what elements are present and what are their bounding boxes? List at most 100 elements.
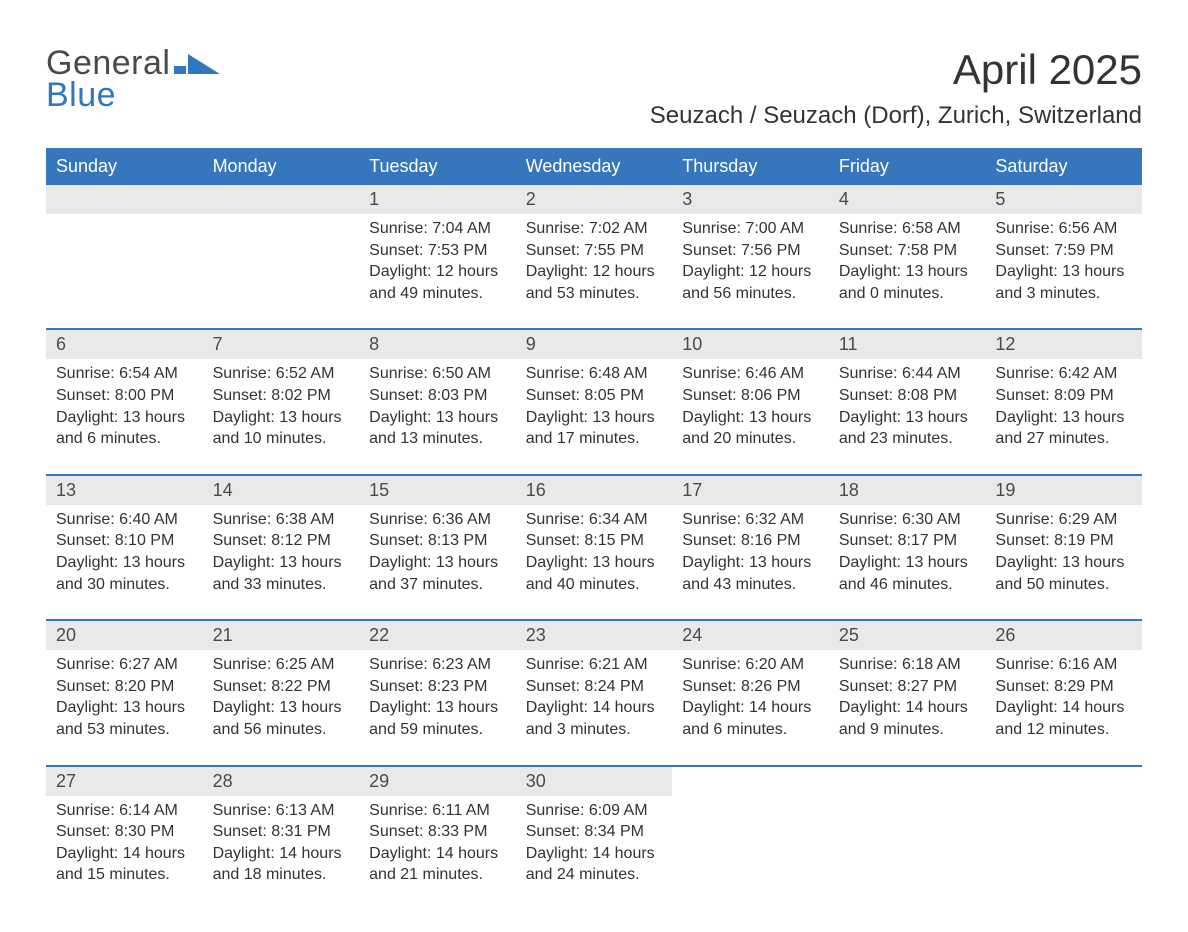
daylight-line: Daylight: 13 hours and 17 minutes. [526,407,663,450]
daylight-line: Daylight: 14 hours and 18 minutes. [213,843,350,886]
brand-logo: General Blue [46,46,220,112]
day-number: 11 [829,330,986,359]
sunset-line: Sunset: 8:29 PM [995,676,1132,698]
sunrise-line: Sunrise: 6:09 AM [526,800,663,822]
day-body: Sunrise: 6:34 AMSunset: 8:15 PMDaylight:… [516,505,673,601]
day-cell: 18Sunrise: 6:30 AMSunset: 8:17 PMDayligh… [829,476,986,601]
day-number: 4 [829,185,986,214]
logo-icon [174,48,220,78]
day-cell: 4Sunrise: 6:58 AMSunset: 7:58 PMDaylight… [829,185,986,310]
day-number: 23 [516,621,673,650]
sunrise-line: Sunrise: 6:58 AM [839,218,976,240]
day-cell: 10Sunrise: 6:46 AMSunset: 8:06 PMDayligh… [672,330,829,455]
header-row: General Blue April 2025 Seuzach / Seuzac… [46,46,1142,142]
sunrise-line: Sunrise: 6:38 AM [213,509,350,531]
day-body: Sunrise: 6:16 AMSunset: 8:29 PMDaylight:… [985,650,1142,746]
day-body: Sunrise: 7:02 AMSunset: 7:55 PMDaylight:… [516,214,673,310]
day-number: 15 [359,476,516,505]
sunset-line: Sunset: 8:16 PM [682,530,819,552]
page-subtitle: Seuzach / Seuzach (Dorf), Zurich, Switze… [650,102,1142,130]
day-body: Sunrise: 6:14 AMSunset: 8:30 PMDaylight:… [46,796,203,892]
logo-text-blue: Blue [46,78,116,112]
day-cell: 14Sunrise: 6:38 AMSunset: 8:12 PMDayligh… [203,476,360,601]
dow-cell: Tuesday [359,148,516,185]
day-number: 1 [359,185,516,214]
day-of-week-header: SundayMondayTuesdayWednesdayThursdayFrid… [46,148,1142,185]
day-cell: 24Sunrise: 6:20 AMSunset: 8:26 PMDayligh… [672,621,829,746]
day-body: Sunrise: 6:13 AMSunset: 8:31 PMDaylight:… [203,796,360,892]
day-number: 5 [985,185,1142,214]
sunset-line: Sunset: 8:31 PM [213,821,350,843]
day-cell: 1Sunrise: 7:04 AMSunset: 7:53 PMDaylight… [359,185,516,310]
day-number: 16 [516,476,673,505]
sunset-line: Sunset: 8:17 PM [839,530,976,552]
daylight-line: Daylight: 14 hours and 3 minutes. [526,697,663,740]
dow-cell: Thursday [672,148,829,185]
day-cell: 22Sunrise: 6:23 AMSunset: 8:23 PMDayligh… [359,621,516,746]
day-number: 6 [46,330,203,359]
sunrise-line: Sunrise: 6:27 AM [56,654,193,676]
sunset-line: Sunset: 8:27 PM [839,676,976,698]
day-body: Sunrise: 6:32 AMSunset: 8:16 PMDaylight:… [672,505,829,601]
day-cell [829,767,986,892]
sunset-line: Sunset: 8:06 PM [682,385,819,407]
dow-cell: Sunday [46,148,203,185]
day-body: Sunrise: 6:40 AMSunset: 8:10 PMDaylight:… [46,505,203,601]
sunset-line: Sunset: 8:24 PM [526,676,663,698]
day-number: 12 [985,330,1142,359]
sunset-line: Sunset: 8:08 PM [839,385,976,407]
daylight-line: Daylight: 13 hours and 40 minutes. [526,552,663,595]
day-cell: 3Sunrise: 7:00 AMSunset: 7:56 PMDaylight… [672,185,829,310]
daylight-line: Daylight: 13 hours and 37 minutes. [369,552,506,595]
sunset-line: Sunset: 7:55 PM [526,240,663,262]
sunrise-line: Sunrise: 6:48 AM [526,363,663,385]
day-body: Sunrise: 6:52 AMSunset: 8:02 PMDaylight:… [203,359,360,455]
daylight-line: Daylight: 13 hours and 3 minutes. [995,261,1132,304]
day-body: Sunrise: 6:54 AMSunset: 8:00 PMDaylight:… [46,359,203,455]
sunrise-line: Sunrise: 6:36 AM [369,509,506,531]
day-cell: 28Sunrise: 6:13 AMSunset: 8:31 PMDayligh… [203,767,360,892]
sunset-line: Sunset: 8:12 PM [213,530,350,552]
day-body: Sunrise: 6:42 AMSunset: 8:09 PMDaylight:… [985,359,1142,455]
daylight-line: Daylight: 14 hours and 21 minutes. [369,843,506,886]
sunrise-line: Sunrise: 7:00 AM [682,218,819,240]
day-body: Sunrise: 6:25 AMSunset: 8:22 PMDaylight:… [203,650,360,746]
day-cell: 11Sunrise: 6:44 AMSunset: 8:08 PMDayligh… [829,330,986,455]
day-body: Sunrise: 6:58 AMSunset: 7:58 PMDaylight:… [829,214,986,310]
daylight-line: Daylight: 13 hours and 56 minutes. [213,697,350,740]
week-row: 13Sunrise: 6:40 AMSunset: 8:10 PMDayligh… [46,474,1142,601]
day-cell: 15Sunrise: 6:36 AMSunset: 8:13 PMDayligh… [359,476,516,601]
sunrise-line: Sunrise: 6:29 AM [995,509,1132,531]
day-body: Sunrise: 6:18 AMSunset: 8:27 PMDaylight:… [829,650,986,746]
day-body: Sunrise: 6:27 AMSunset: 8:20 PMDaylight:… [46,650,203,746]
day-cell [672,767,829,892]
day-cell: 21Sunrise: 6:25 AMSunset: 8:22 PMDayligh… [203,621,360,746]
daylight-line: Daylight: 13 hours and 0 minutes. [839,261,976,304]
daylight-line: Daylight: 12 hours and 56 minutes. [682,261,819,304]
day-number: 10 [672,330,829,359]
title-block: April 2025 Seuzach / Seuzach (Dorf), Zur… [650,46,1142,142]
week-row: 1Sunrise: 7:04 AMSunset: 7:53 PMDaylight… [46,185,1142,310]
day-number: 2 [516,185,673,214]
daylight-line: Daylight: 14 hours and 15 minutes. [56,843,193,886]
sunrise-line: Sunrise: 6:20 AM [682,654,819,676]
day-number: 14 [203,476,360,505]
sunset-line: Sunset: 8:26 PM [682,676,819,698]
sunrise-line: Sunrise: 6:50 AM [369,363,506,385]
day-body: Sunrise: 7:04 AMSunset: 7:53 PMDaylight:… [359,214,516,310]
sunrise-line: Sunrise: 6:32 AM [682,509,819,531]
day-body: Sunrise: 6:38 AMSunset: 8:12 PMDaylight:… [203,505,360,601]
day-body: Sunrise: 6:46 AMSunset: 8:06 PMDaylight:… [672,359,829,455]
sunrise-line: Sunrise: 7:02 AM [526,218,663,240]
sunrise-line: Sunrise: 6:44 AM [839,363,976,385]
sunrise-line: Sunrise: 6:56 AM [995,218,1132,240]
day-cell: 29Sunrise: 6:11 AMSunset: 8:33 PMDayligh… [359,767,516,892]
day-body: Sunrise: 6:29 AMSunset: 8:19 PMDaylight:… [985,505,1142,601]
sunrise-line: Sunrise: 6:11 AM [369,800,506,822]
day-number [46,185,203,214]
sunrise-line: Sunrise: 6:46 AM [682,363,819,385]
sunrise-line: Sunrise: 6:18 AM [839,654,976,676]
sunrise-line: Sunrise: 6:52 AM [213,363,350,385]
day-number: 22 [359,621,516,650]
page-title: April 2025 [650,46,1142,94]
